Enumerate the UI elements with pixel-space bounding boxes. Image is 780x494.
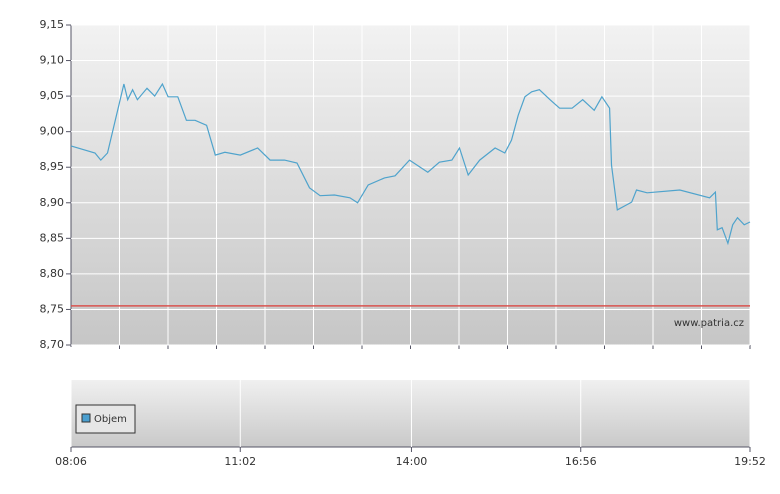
- x-tick-label: 16:56: [565, 455, 597, 468]
- legend-swatch: [81, 413, 91, 423]
- x-tick-label: 11:02: [224, 455, 256, 468]
- y-tick-label: 9,10: [40, 54, 65, 67]
- watermark: www.patria.cz: [674, 318, 744, 329]
- y-tick-label: 8,70: [40, 338, 65, 351]
- y-tick-label: 8,95: [40, 160, 65, 173]
- x-tick-label: 14:00: [396, 455, 428, 468]
- price-line: [70, 82, 751, 246]
- x-tick-label: 08:06: [55, 455, 87, 468]
- y-tick-label: 8,75: [40, 302, 65, 315]
- x-tick-label: 19:52: [734, 455, 766, 468]
- y-tick-label: 8,90: [40, 196, 65, 209]
- y-tick-label: 8,80: [40, 267, 65, 280]
- legend-label: Objem: [94, 414, 127, 425]
- y-tick-label: 9,05: [40, 89, 65, 102]
- volume-area: [71, 380, 750, 447]
- y-tick-label: 9,00: [40, 125, 65, 138]
- y-tick-label: 8,85: [40, 231, 65, 244]
- y-tick-label: 9,15: [40, 18, 65, 31]
- vertical-grid: [119, 25, 751, 349]
